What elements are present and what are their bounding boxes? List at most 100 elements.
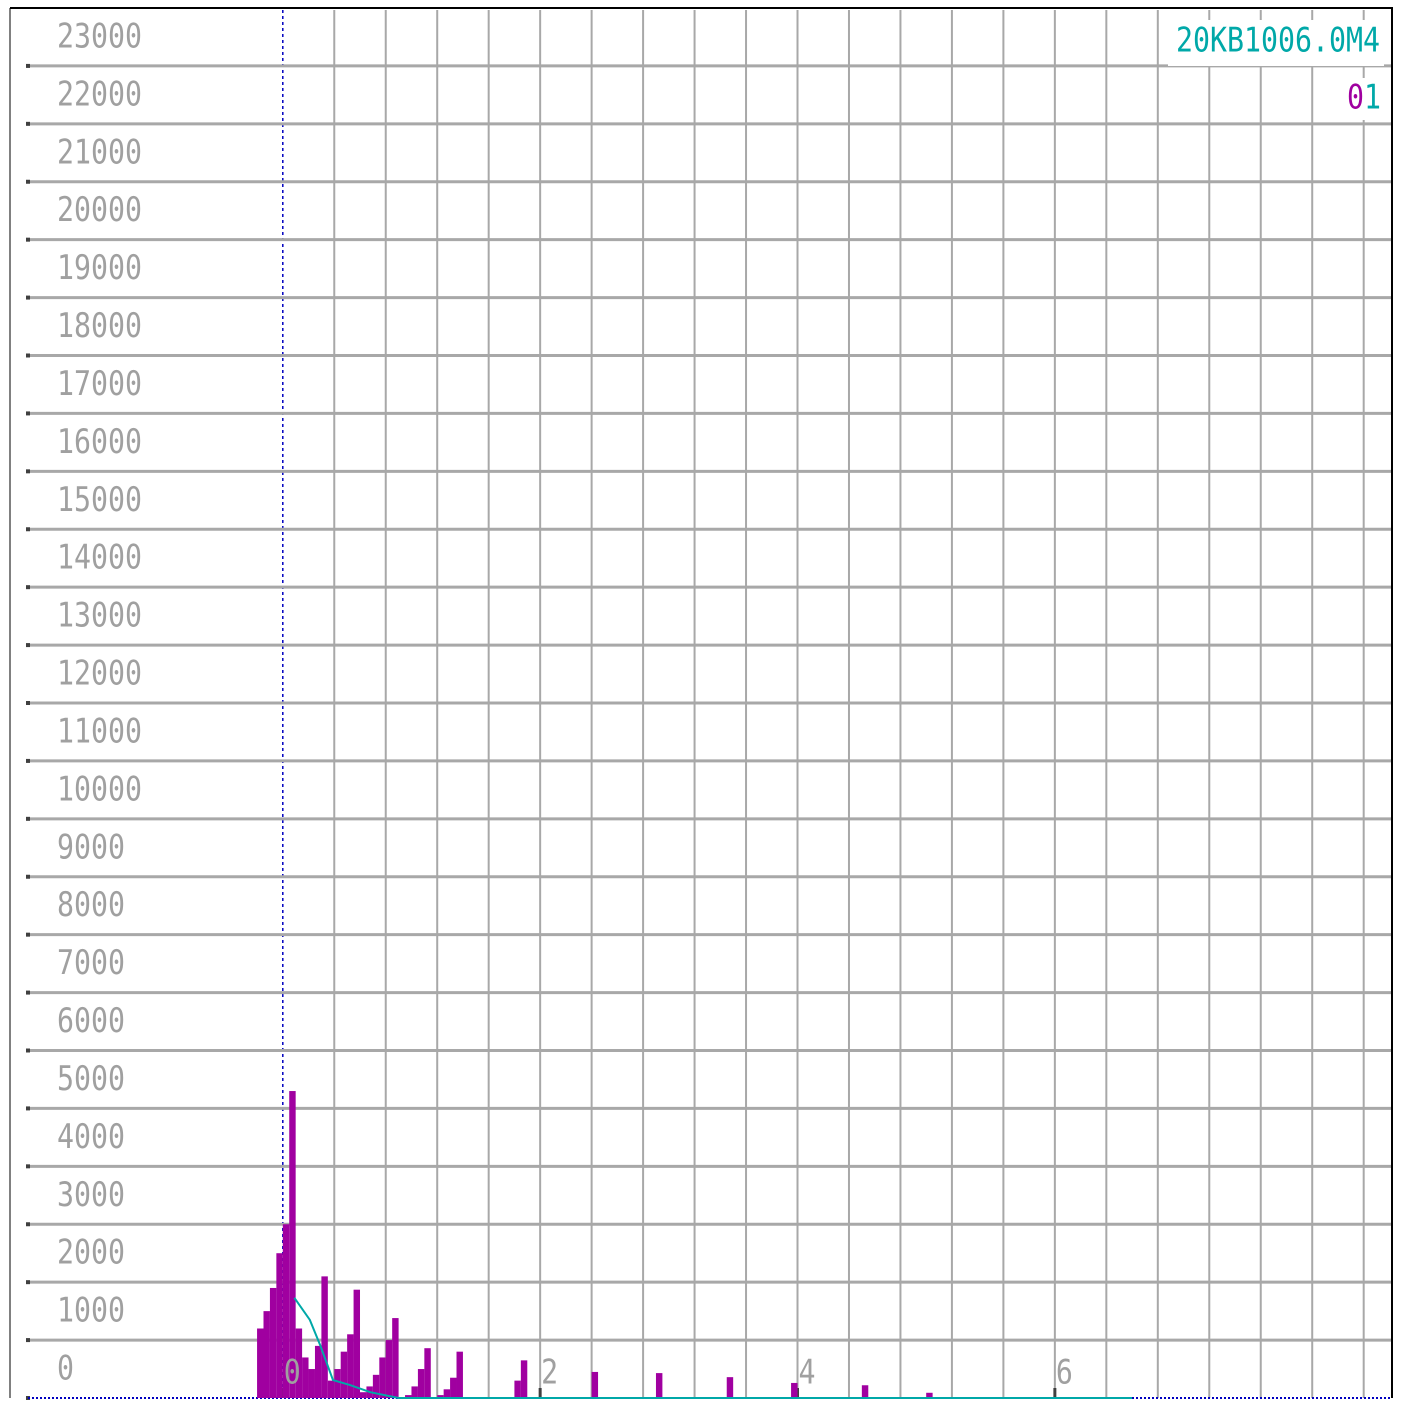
- y-tick: [26, 701, 30, 705]
- y-tick: [26, 758, 30, 763]
- y-tick: [26, 874, 30, 879]
- y-tick-label: 16000: [57, 422, 142, 462]
- y-tick: [26, 585, 30, 590]
- histogram-bar: [514, 1380, 521, 1398]
- y-tick-label: 1000: [57, 1291, 125, 1331]
- y-tick-label: 11000: [57, 711, 142, 751]
- y-tick-label: 2000: [57, 1233, 125, 1273]
- histogram-bar: [347, 1334, 354, 1398]
- marks: [257, 1091, 1133, 1399]
- y-tick-label: 22000: [57, 74, 142, 114]
- y-tick-label: 6000: [57, 1001, 125, 1041]
- histogram-bar: [405, 1395, 412, 1398]
- histogram-bar: [276, 1253, 283, 1398]
- y-tick-label: 8000: [57, 885, 125, 925]
- y-tick: [26, 179, 30, 184]
- histogram-bar: [411, 1386, 418, 1398]
- y-tick-label: 10000: [57, 769, 142, 809]
- histogram-bar: [417, 1369, 425, 1398]
- y-tick: [26, 411, 30, 416]
- y-tick: [26, 121, 30, 126]
- y-tick-label: 4000: [57, 1117, 125, 1157]
- y-tick-label: 21000: [57, 132, 142, 172]
- y-tick-label: 15000: [57, 480, 142, 520]
- histogram-bar: [308, 1369, 315, 1398]
- y-tick: [26, 353, 30, 358]
- histogram-bar: [456, 1351, 463, 1398]
- histogram-bar: [861, 1385, 869, 1398]
- histogram-bar: [360, 1392, 367, 1398]
- histogram-bar: [726, 1377, 734, 1398]
- y-tick-label: 17000: [57, 364, 142, 404]
- y-tick: [26, 1106, 30, 1111]
- histogram-bar: [385, 1340, 393, 1398]
- histogram-bar: [372, 1374, 380, 1398]
- y-tick: [26, 237, 30, 242]
- histogram-bar: [926, 1392, 933, 1398]
- y-tick: [26, 643, 30, 648]
- y-tick-label: 12000: [57, 654, 142, 694]
- legend-entry: 1: [1364, 78, 1381, 118]
- x-tick-label: 2: [541, 1353, 558, 1393]
- y-tick: [26, 1048, 30, 1053]
- histogram-bar: [334, 1369, 341, 1398]
- y-tick-label: 3000: [57, 1175, 125, 1215]
- histogram-bar: [269, 1287, 277, 1398]
- y-tick-label: 20000: [57, 190, 142, 230]
- y-tick-label: 5000: [57, 1059, 125, 1099]
- y-tick: [26, 1164, 30, 1169]
- histogram-bar: [520, 1360, 528, 1398]
- line-series: [293, 1297, 1133, 1399]
- frame: [10, 7, 1393, 1398]
- y-tick: [26, 932, 30, 937]
- histogram-bar: [392, 1318, 399, 1398]
- histogram-bar: [591, 1371, 599, 1398]
- histogram-bar: [282, 1224, 290, 1398]
- y-tick: [26, 63, 30, 68]
- y-tick: [26, 527, 30, 532]
- y-tick-label: 19000: [57, 248, 142, 288]
- histogram-bar: [424, 1348, 431, 1398]
- histogram-bar: [327, 1380, 335, 1398]
- x-tick-label: 6: [1056, 1353, 1073, 1393]
- legend-background: [1340, 78, 1384, 120]
- y-tick: [26, 469, 30, 474]
- y-tick: [26, 1280, 30, 1285]
- histogram-bar: [791, 1382, 798, 1398]
- histogram-bar: [443, 1389, 451, 1398]
- legend-entry: 0: [1347, 78, 1364, 118]
- histogram-bar: [257, 1328, 264, 1398]
- y-tick-label: 18000: [57, 306, 142, 346]
- histogram-bar: [437, 1395, 444, 1398]
- histogram-bar: [302, 1357, 309, 1398]
- histogram-bar: [340, 1351, 348, 1398]
- x-tick-label: 4: [799, 1353, 816, 1393]
- y-tick: [26, 1222, 30, 1227]
- chart-title: 20KB1006.0M4: [1176, 21, 1380, 61]
- y-tick: [26, 990, 30, 995]
- histogram-bar: [263, 1311, 270, 1398]
- histogram-bar: [450, 1377, 457, 1398]
- y-tick-label: 9000: [57, 827, 125, 867]
- histogram-bar: [289, 1091, 296, 1398]
- title-background: [1168, 20, 1384, 66]
- histogram-bar: [314, 1345, 322, 1398]
- histogram-bar: [655, 1373, 663, 1398]
- grid: [26, 10, 1392, 1400]
- y-tick-label: 14000: [57, 538, 142, 578]
- y-tick: [26, 816, 30, 821]
- x-tick-label: 0: [284, 1353, 301, 1393]
- histogram-bar: [295, 1328, 303, 1398]
- histogram-bar: [353, 1289, 361, 1398]
- histogram-bar: [321, 1276, 328, 1398]
- labels: 0100020003000400050006000700080009000100…: [57, 16, 1384, 1393]
- y-tick-label: 13000: [57, 596, 142, 636]
- y-tick-label: 0: [57, 1349, 74, 1389]
- y-tick: [26, 1338, 30, 1343]
- y-tick-label: 7000: [57, 943, 125, 983]
- y-tick: [26, 295, 30, 300]
- y-tick-label: 23000: [57, 16, 142, 56]
- histogram-bar: [379, 1357, 386, 1398]
